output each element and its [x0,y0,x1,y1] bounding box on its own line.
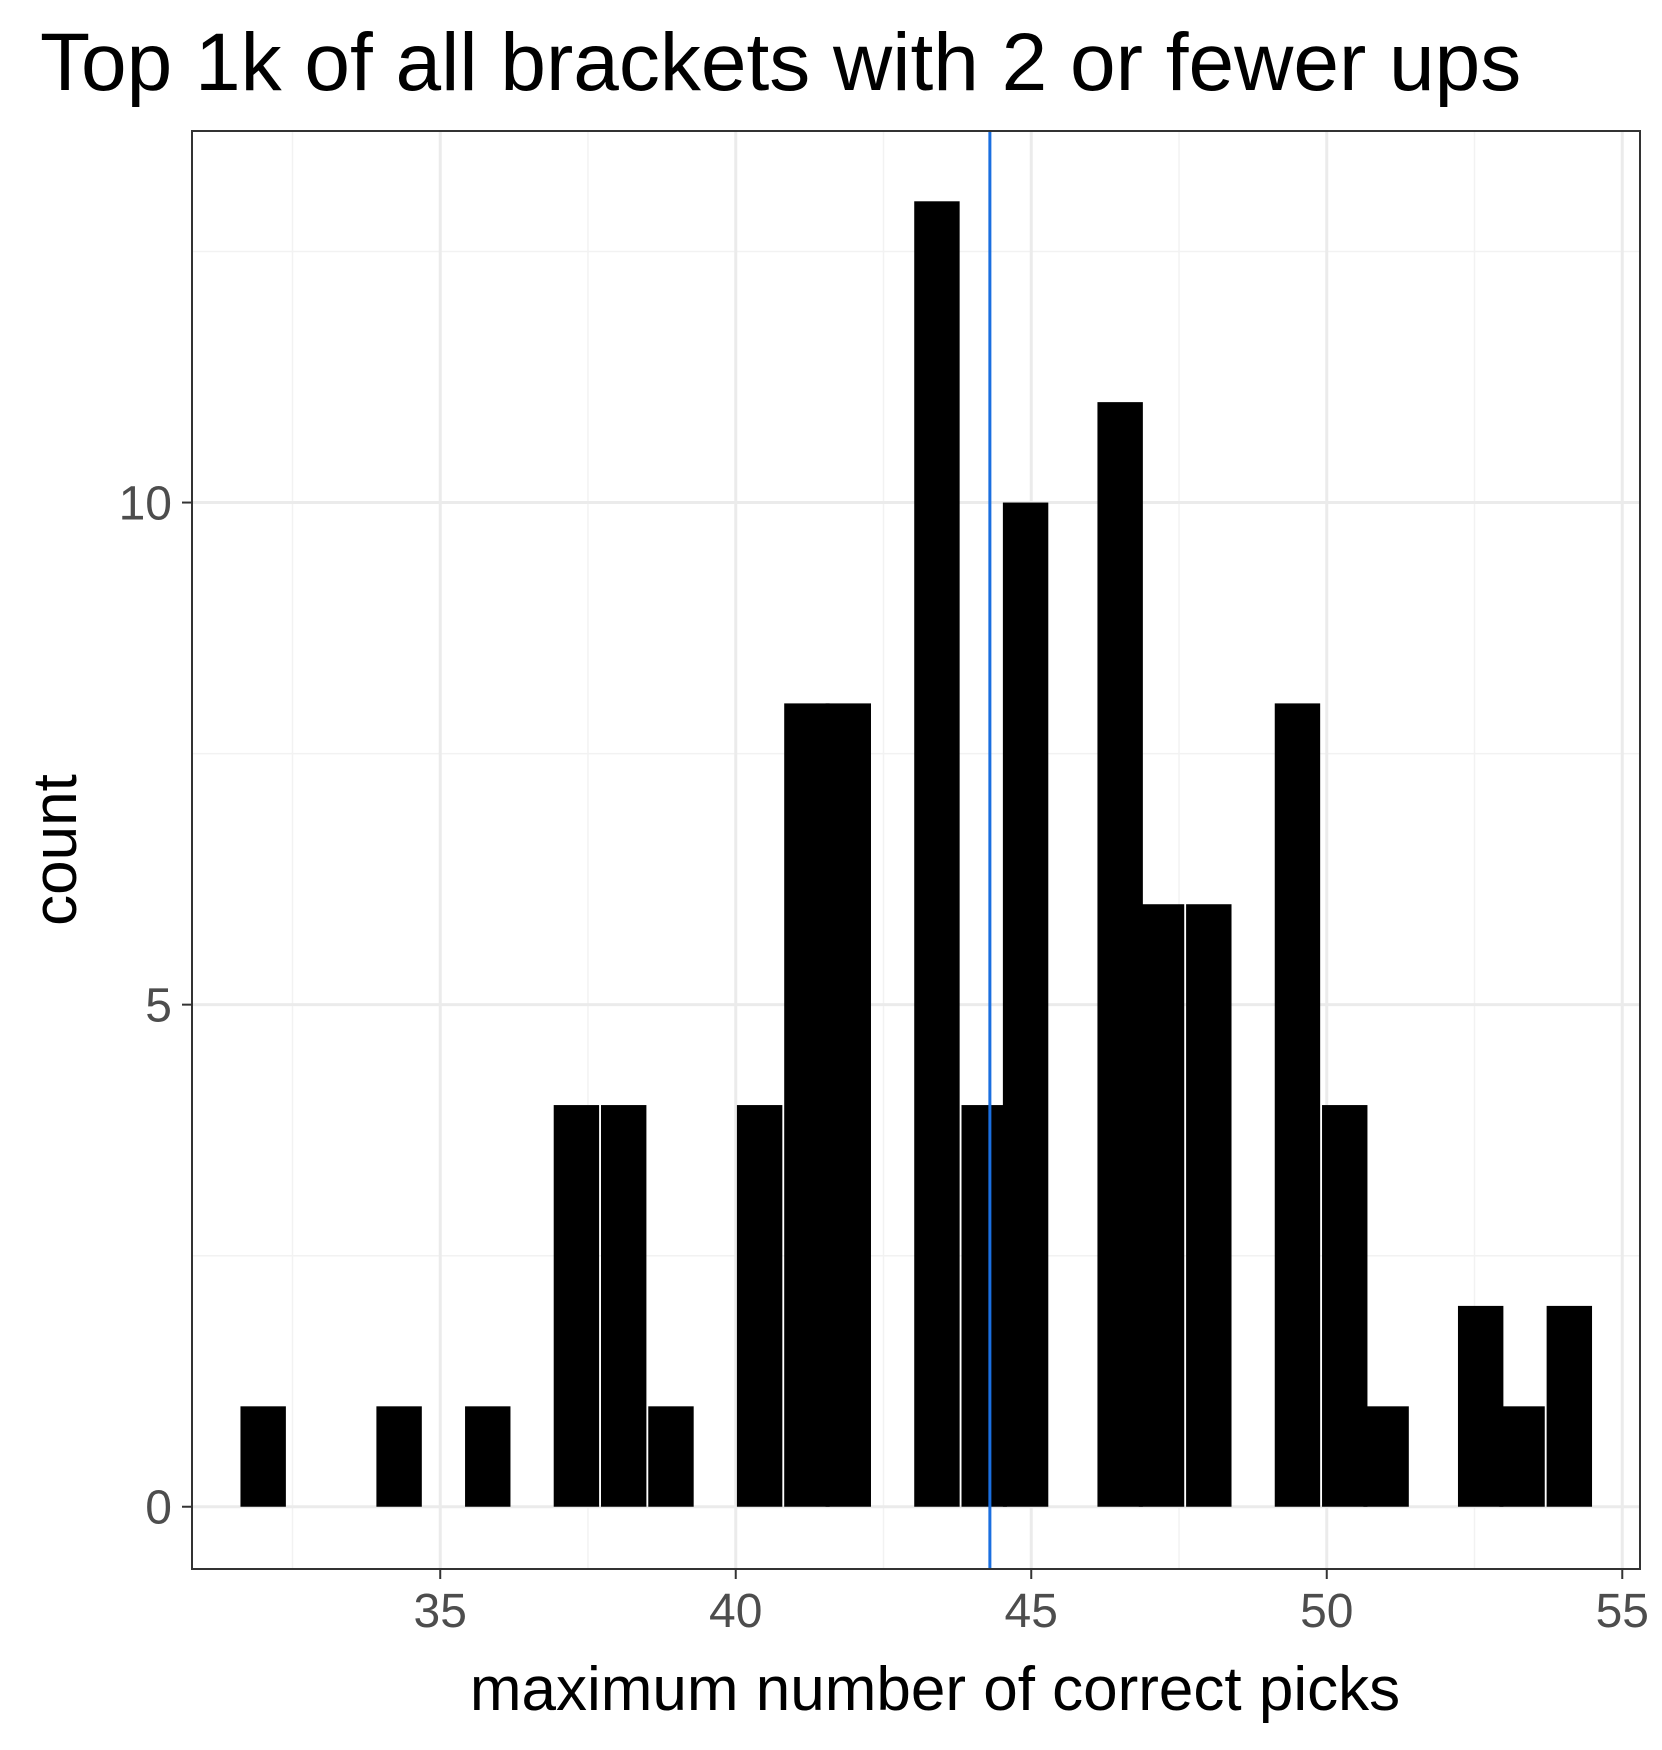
histogram-bar [914,201,960,1507]
histogram-bar [961,1105,1007,1507]
x-tick-label: 40 [709,1585,762,1638]
plot-panel-border [191,130,1641,1570]
y-tick-label: 10 [119,478,172,531]
x-tick-label: 45 [1005,1585,1058,1638]
x-tick-label: 35 [414,1585,467,1638]
histogram-bar [825,703,871,1507]
histogram-bar [736,1105,783,1507]
x-tick-label: 50 [1300,1585,1353,1638]
y-tick-label: 5 [145,980,172,1033]
y-axis-ticks: 0 5 10 [119,478,192,1535]
histogram-bar [240,1406,286,1507]
x-tick-label: 55 [1596,1585,1649,1638]
histogram-bar [553,1105,600,1507]
histogram-bar [376,1406,422,1507]
histogram-bar [1546,1305,1593,1507]
y-axis-title: count [21,774,90,926]
histogram-bar [465,1406,511,1507]
histogram-bar [648,1406,694,1507]
x-axis-ticks: 35 40 45 50 55 [414,1569,1649,1638]
x-axis-title: maximum number of correct picks [470,1655,1400,1724]
histogram-bar [784,703,830,1507]
histogram-bar [1097,402,1143,1507]
histogram-bar [1186,904,1232,1507]
histogram-bar [1274,703,1321,1507]
histogram-bar [600,1105,647,1507]
histogram-bar [1138,904,1185,1507]
y-tick-label: 0 [145,1482,172,1535]
histogram-bar [1457,1305,1504,1507]
histogram-bar [1322,1105,1368,1507]
histogram-bars [240,201,1593,1507]
histogram-bar [1363,1406,1409,1507]
histogram-bar [1002,502,1049,1507]
histogram-bar [1499,1406,1545,1507]
chart-title: Top 1k of all brackets with 2 or fewer u… [40,17,1521,108]
